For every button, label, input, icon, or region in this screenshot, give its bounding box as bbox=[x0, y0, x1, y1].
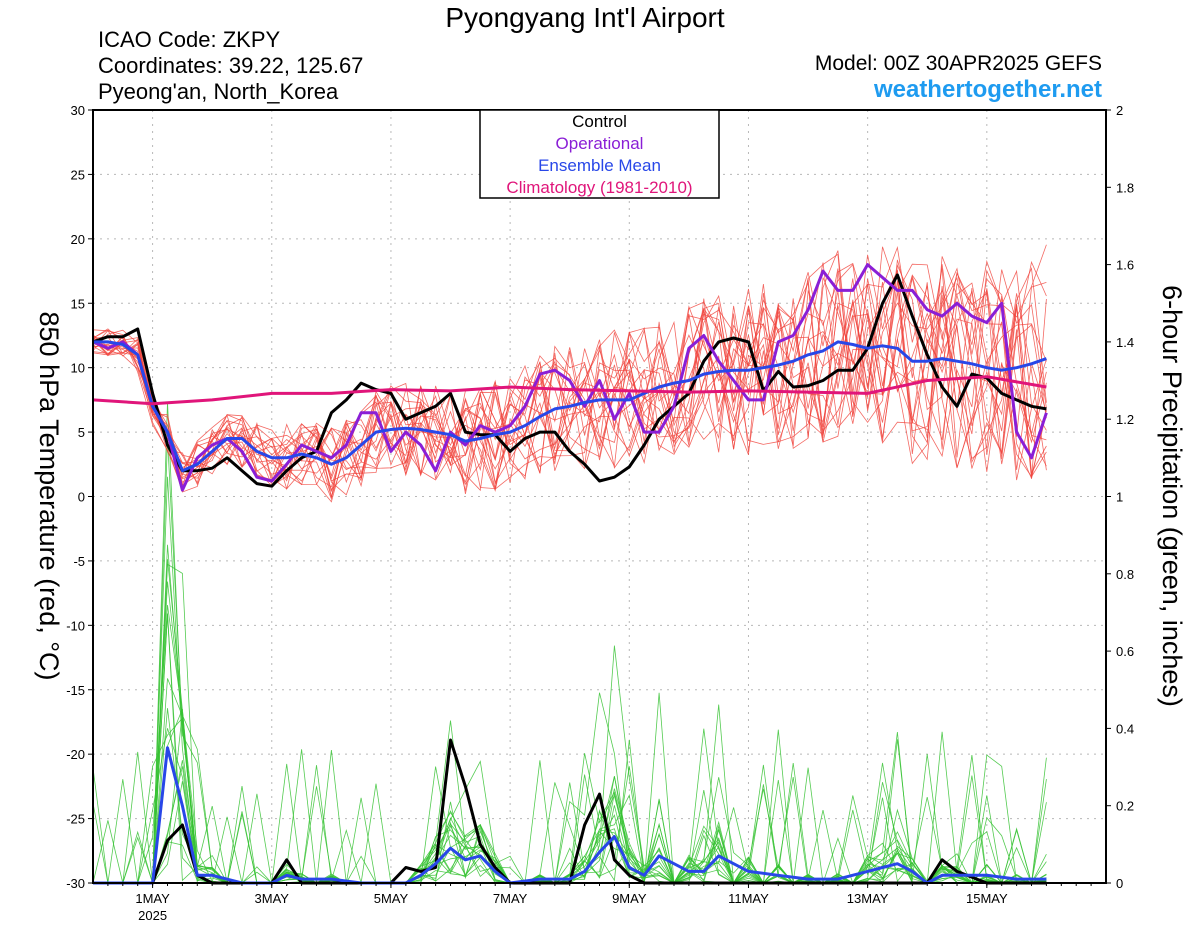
temperature-member-line bbox=[92, 259, 1047, 492]
x-tick-label: 9MAY bbox=[612, 891, 647, 906]
icao-code: ICAO Code: ZKPY bbox=[98, 27, 281, 52]
grid-lines bbox=[93, 110, 1106, 883]
x-tick-sublabel: 2025 bbox=[138, 908, 167, 923]
left-tick-label: -30 bbox=[66, 876, 85, 891]
left-tick-label: 0 bbox=[78, 490, 85, 505]
precip-member-line bbox=[93, 438, 1047, 884]
legend: Control Operational Ensemble Mean Climatolo… bbox=[479, 109, 720, 199]
left-tick-label: 10 bbox=[71, 361, 85, 376]
left-tick-label: -25 bbox=[66, 812, 85, 827]
axes: 302520151050-5-10-15-20-25-3021.81.61.41… bbox=[66, 103, 1134, 923]
precip-member-line bbox=[93, 678, 1047, 884]
x-tick-label: 5MAY bbox=[374, 891, 409, 906]
temperature-member-line bbox=[92, 250, 1047, 503]
left-tick-label: -15 bbox=[66, 683, 85, 698]
model-run: Model: 00Z 30APR2025 GEFS bbox=[814, 52, 1102, 75]
climatology-temperature-line bbox=[92, 375, 1047, 406]
x-tick-label: 15MAY bbox=[966, 891, 1008, 906]
left-tick-label: 5 bbox=[78, 425, 85, 440]
temperature-member-line bbox=[92, 269, 1047, 491]
right-tick-label: 1.6 bbox=[1116, 258, 1134, 273]
left-tick-label: -5 bbox=[73, 554, 85, 569]
legend-item: Climatology (1981-2010) bbox=[506, 178, 692, 197]
x-tick-label: 1MAY bbox=[135, 891, 170, 906]
precip-member-line bbox=[92, 559, 1047, 884]
right-tick-label: 1 bbox=[1116, 490, 1123, 505]
right-tick-label: 0.2 bbox=[1116, 799, 1134, 814]
legend-item: Ensemble Mean bbox=[538, 156, 661, 175]
right-tick-label: 1.2 bbox=[1116, 412, 1134, 427]
left-tick-label: -10 bbox=[66, 618, 85, 633]
temperature-members bbox=[92, 244, 1047, 503]
precip-members bbox=[92, 401, 1047, 885]
precip-member-line bbox=[93, 604, 1047, 884]
chart-title: Pyongyang Int'l Airport bbox=[445, 2, 725, 33]
precip-member-line bbox=[92, 401, 1047, 884]
series-lines bbox=[92, 263, 1048, 885]
legend-item: Control bbox=[572, 112, 627, 131]
left-tick-label: -20 bbox=[66, 747, 85, 762]
temperature-member-line bbox=[92, 269, 1047, 499]
ensemble-mean-temperature-line bbox=[93, 340, 1047, 473]
left-tick-label: 25 bbox=[71, 167, 85, 182]
location: Pyeong'an, North_Korea bbox=[98, 79, 339, 104]
right-tick-label: 0 bbox=[1116, 876, 1123, 891]
left-tick-label: 30 bbox=[71, 103, 85, 118]
control-temperature-line bbox=[92, 273, 1047, 488]
precip-member-line bbox=[93, 692, 1047, 885]
right-tick-label: 0.8 bbox=[1116, 567, 1134, 582]
legend-box bbox=[479, 109, 720, 199]
left-tick-label: 20 bbox=[71, 232, 85, 247]
x-tick-label: 13MAY bbox=[847, 891, 889, 906]
temperature-member-line bbox=[92, 260, 1047, 484]
legend-item: Operational bbox=[556, 134, 644, 153]
x-tick-label: 7MAY bbox=[493, 891, 528, 906]
precip-member-line bbox=[93, 692, 1047, 885]
right-axis-title: 6-hour Precipitation (green, inches) bbox=[1157, 285, 1187, 707]
coordinates: Coordinates: 39.22, 125.67 bbox=[98, 53, 364, 78]
precip-member-line bbox=[93, 476, 1047, 884]
right-tick-label: 1.8 bbox=[1116, 180, 1134, 195]
x-tick-label: 11MAY bbox=[728, 891, 769, 906]
x-tick-label: 3MAY bbox=[255, 891, 290, 906]
precip-member-line bbox=[92, 645, 1047, 885]
left-axis-title: 850 hPa Temperature (red, °C) bbox=[34, 312, 64, 681]
site-link[interactable]: weathertogether.net bbox=[873, 76, 1102, 103]
right-tick-label: 0.6 bbox=[1116, 644, 1134, 659]
precip-member-line bbox=[93, 581, 1047, 884]
right-tick-label: 2 bbox=[1116, 103, 1123, 118]
right-tick-label: 0.4 bbox=[1116, 721, 1134, 736]
precip-member-line bbox=[93, 544, 1047, 885]
operational-temperature-line bbox=[92, 263, 1048, 492]
precip-member-line bbox=[93, 563, 1047, 884]
left-tick-label: 15 bbox=[71, 296, 85, 311]
right-tick-label: 1.4 bbox=[1116, 335, 1134, 350]
